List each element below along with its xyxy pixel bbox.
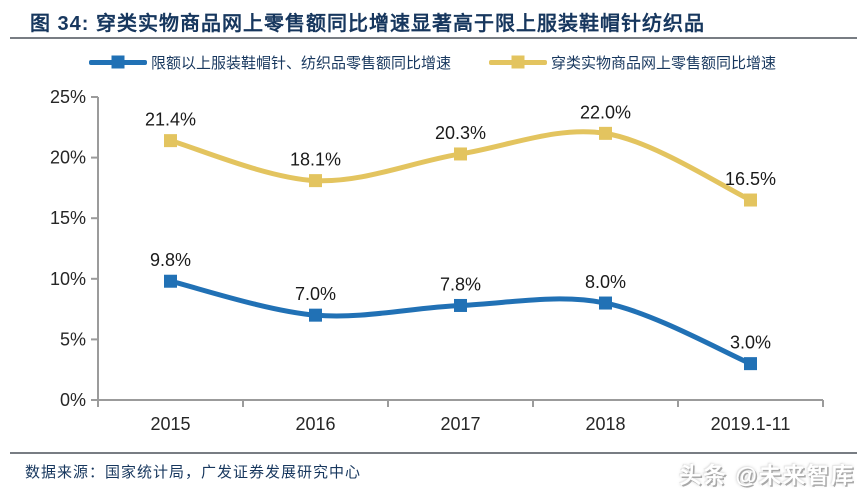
data-point-label: 8.0% [585, 272, 626, 292]
data-point-label: 20.3% [435, 123, 486, 143]
y-tick-label: 0% [60, 390, 86, 410]
figure-title: 图 34: 穿类实物商品网上零售额同比增速显著高于限上服装鞋帽针纺织品 [30, 13, 706, 35]
x-tick-label: 2015 [150, 414, 190, 434]
yellow-line-marker-icon [489, 55, 547, 69]
data-point-marker [309, 174, 322, 188]
data-point-label: 7.0% [295, 284, 336, 304]
data-point-marker [164, 274, 177, 288]
data-point-marker [744, 357, 757, 371]
chart-legend: 限额以上服装鞋帽针、纺织品零售额同比增速 穿类实物商品网上零售额同比增速 [0, 51, 865, 73]
data-point-marker [164, 134, 177, 148]
data-point-label: 3.0% [730, 333, 771, 353]
data-point-marker [599, 126, 612, 140]
data-point-marker [599, 296, 612, 310]
y-tick-label: 25% [50, 87, 86, 107]
x-tick-label: 2016 [295, 414, 335, 434]
legend-label-yellow-series: 穿类实物商品网上零售额同比增速 [551, 54, 777, 72]
data-point-marker [309, 308, 322, 322]
data-point-label: 9.8% [150, 250, 191, 270]
y-tick-label: 5% [60, 329, 86, 349]
y-tick-label: 15% [50, 208, 86, 228]
data-point-label: 16.5% [725, 169, 776, 189]
legend-label-blue-series: 限额以上服装鞋帽针、纺织品零售额同比增速 [150, 54, 451, 72]
data-point-marker [744, 193, 757, 207]
x-tick-label: 2017 [440, 414, 480, 434]
blue-line-marker-icon [88, 55, 147, 69]
footer-divider [10, 452, 857, 454]
title-divider [10, 37, 857, 39]
y-tick-label: 20% [50, 148, 86, 168]
data-point-label: 22.0% [580, 102, 631, 122]
watermark: 头条 @未来智库 [679, 463, 855, 488]
y-tick-label: 10% [50, 269, 86, 289]
data-source-note: 数据来源：国家统计局，广发证券发展研究中心 [25, 464, 362, 481]
data-point-marker [454, 298, 467, 312]
data-point-label: 18.1% [290, 150, 341, 170]
data-point-label: 21.4% [145, 110, 196, 130]
data-point-label: 7.8% [440, 274, 481, 294]
x-tick-label: 2018 [585, 414, 625, 434]
data-point-marker [454, 147, 467, 161]
legend-item-blue-series: 限额以上服装鞋帽针、纺织品零售额同比增速 [88, 52, 451, 73]
x-tick-label: 2019.1-11 [711, 414, 791, 434]
legend-item-yellow-series: 穿类实物商品网上零售额同比增速 [489, 52, 776, 73]
